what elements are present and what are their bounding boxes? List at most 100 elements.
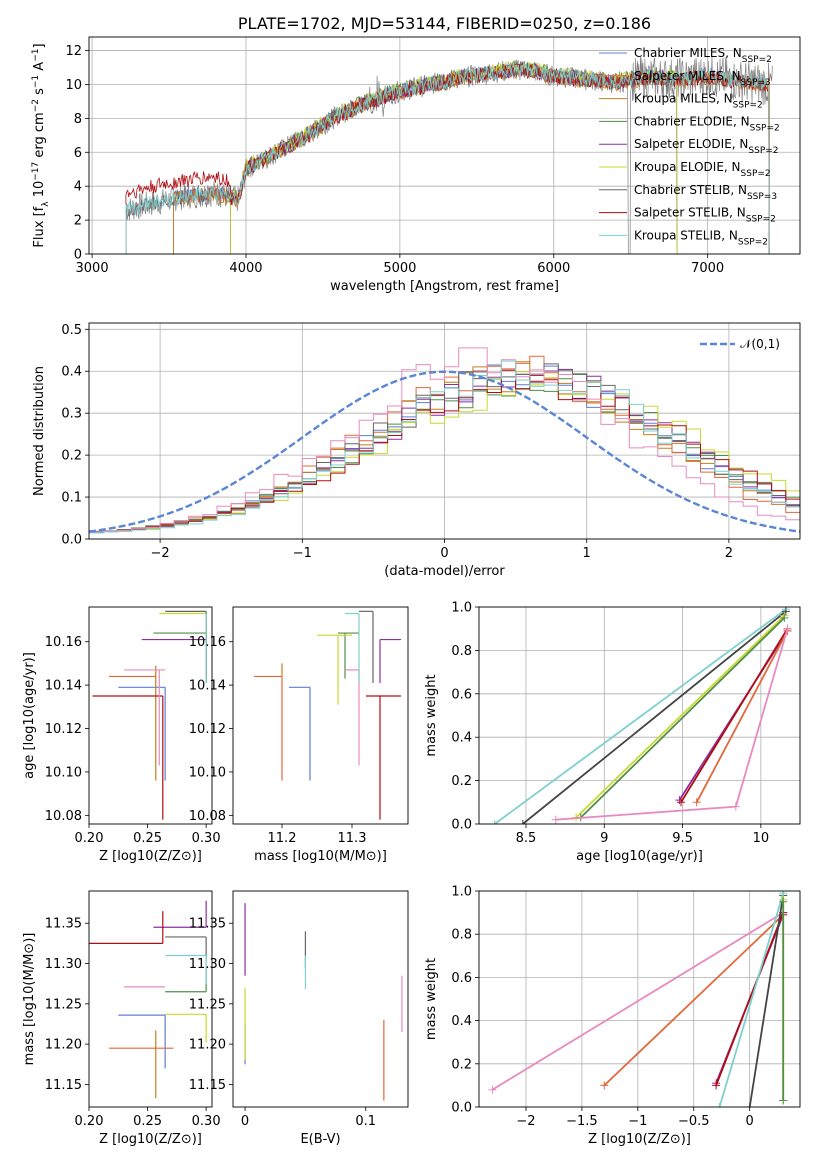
- label-part: Salpeter ELODIE, N: [634, 137, 748, 151]
- x-tick-label: 0.20: [75, 831, 104, 846]
- axes-frame: [478, 606, 801, 825]
- x-tick-label: −2: [516, 1114, 535, 1129]
- y-tick-label: 0.1: [61, 491, 82, 506]
- legend-entry: Chabrier STELIB, NSSP=3: [634, 183, 777, 202]
- data-point: [731, 802, 740, 811]
- x-tick-label: 0.30: [192, 1114, 221, 1129]
- label-part: Kroupa STELIB, N: [634, 228, 738, 242]
- data-point: [488, 1085, 497, 1094]
- label-part: Salpeter STELIB, N: [634, 206, 746, 220]
- y-tick-label: 0.4: [451, 1014, 472, 1029]
- x-tick-label: 0.1: [355, 1114, 376, 1129]
- label-part: Flux [f: [32, 206, 47, 247]
- x-tick-label: 10: [753, 831, 770, 846]
- x-tick-label: 3000: [76, 261, 109, 276]
- y-axis-label: Flux [fλ 10−17 erg cm−2 s−1 A−1]: [31, 43, 51, 247]
- x-axis-label: (data-model)/error: [384, 564, 505, 579]
- x-tick-label: 1: [583, 546, 591, 561]
- x-tick-label: 11.2: [268, 831, 297, 846]
- y-tick-label: 0.6: [451, 971, 472, 986]
- label-part: −17: [31, 162, 41, 181]
- label-part: Chabrier STELIB, N: [634, 183, 747, 197]
- y-tick-label: 10.16: [189, 635, 226, 650]
- series-line-3: [715, 912, 785, 1086]
- label-part: age [log10(age/yr)]: [22, 652, 37, 779]
- model-spectrum-8: [125, 62, 770, 254]
- label-part: mass [log10(M/M⊙)]: [22, 933, 37, 1066]
- y-tick-label: 0.8: [451, 644, 472, 659]
- x-tick-label: 5000: [383, 261, 416, 276]
- label-part: SSP=3: [747, 192, 777, 202]
- data-point: [783, 624, 792, 633]
- axes-frame: [88, 606, 213, 825]
- series-line-5: [718, 892, 785, 1107]
- label-part: SSP=2: [733, 101, 763, 111]
- series-line-0: [494, 608, 787, 824]
- y-tick-label: 10.16: [45, 635, 82, 650]
- label-part: SSP=2: [746, 215, 776, 225]
- model-spectrum-5: [230, 61, 678, 254]
- x-tick-label: 0: [440, 546, 448, 561]
- y-tick-label: 10.08: [189, 809, 226, 824]
- y-tick-label: 10.14: [45, 679, 82, 694]
- series-line-6: [695, 630, 789, 803]
- y-tick-label: 10: [65, 78, 82, 93]
- x-tick-label: 0.30: [192, 831, 221, 846]
- x-tick-label: 0.20: [75, 1114, 104, 1129]
- label-part: Salpeter MILES, N: [634, 69, 741, 83]
- x-tick-label: −1.5: [566, 1114, 598, 1129]
- y-tick-label: 11.30: [45, 957, 82, 972]
- x-axis-label: age [log10(age/yr)]: [576, 849, 703, 864]
- label-part: 10: [32, 181, 47, 202]
- label-part: SSP=2: [742, 55, 772, 65]
- x-axis-label: mass [log10(M/M⊙)]: [254, 849, 387, 864]
- x-tick-label: −2: [151, 546, 170, 561]
- y-axis-label: mass [log10(M/M⊙)]: [22, 933, 37, 1066]
- panel-4: 8.5 9 9.5 10 0.0 0.2 0.4 0.6 0.8 1.0 age [log10(ag…: [424, 601, 801, 864]
- legend-entry: Kroupa MILES, NSSP=2: [634, 92, 763, 111]
- y-tick-label: 11.15: [45, 1078, 82, 1093]
- plot-area: [89, 900, 207, 1099]
- y-tick-label: 1.0: [451, 601, 472, 616]
- histogram-7: [89, 369, 800, 533]
- label-part: Z [log10(Z/Z⊙)]: [588, 1132, 691, 1147]
- panel-7: −2 −1.5 −1 −0.5 0 0.0 0.2 0.4 0.6 0.8 1.0 Z [log10(…: [424, 885, 801, 1147]
- y-tick-label: 10.12: [45, 722, 82, 737]
- y-axis-label: Normed distribution: [32, 366, 47, 496]
- x-tick-label: 0: [746, 1114, 754, 1129]
- panel-3: 11.2 11.3 10.08 10.10 10.12 10.14 10.16 mass [l…: [189, 606, 409, 864]
- label-part: s: [32, 88, 47, 99]
- data-point: [781, 607, 790, 616]
- histogram-9: [89, 360, 800, 534]
- plot-area: [244, 903, 403, 1101]
- panel-5: 0.20 0.25 0.30 11.15 11.20 11.25 11.30 11.35 Z […: [22, 890, 221, 1147]
- data-point: [779, 1096, 788, 1105]
- legend-entry: Salpeter STELIB, NSSP=2: [634, 206, 776, 225]
- y-tick-label: 0.0: [451, 818, 472, 833]
- y-tick-label: 0.2: [451, 1057, 472, 1072]
- label-part: Kroupa MILES, N: [634, 92, 733, 106]
- y-tick-label: 11.15: [189, 1078, 226, 1093]
- panel-1: −2 −1 0 1 2 0.0 0.1 0.2 0.3 0.4 0.5 (data-model)/er…: [32, 322, 801, 579]
- y-tick-label: 11.30: [189, 957, 226, 972]
- data-point: [676, 798, 685, 807]
- series-line-5: [680, 628, 789, 803]
- legend-entry: Chabrier MILES, NSSP=2: [634, 46, 772, 65]
- y-axis-label: age [log10(age/yr)]: [22, 652, 37, 779]
- label-part: Chabrier ELODIE, N: [634, 114, 750, 128]
- legend: 𝒩(0,1): [700, 337, 780, 351]
- y-tick-label: 0: [74, 248, 82, 263]
- y-axis-label: mass weight: [424, 958, 439, 1040]
- histogram-6: [89, 363, 800, 533]
- y-tick-label: 0.3: [61, 407, 82, 422]
- axes-frame: [232, 606, 409, 825]
- y-tick-label: 0.4: [61, 365, 82, 380]
- label-part: wavelength [Angstrom, rest frame]: [330, 279, 559, 294]
- legend-entry: Salpeter MILES, NSSP=3: [634, 69, 771, 88]
- x-tick-label: 9: [600, 831, 608, 846]
- x-axis-label: Z [log10(Z/Z⊙)]: [99, 849, 202, 864]
- label-part: Chabrier MILES, N: [634, 46, 742, 60]
- legend-entry: 𝒩(0,1): [740, 337, 780, 351]
- axes-frame: [88, 890, 213, 1108]
- series-line-1: [603, 914, 784, 1087]
